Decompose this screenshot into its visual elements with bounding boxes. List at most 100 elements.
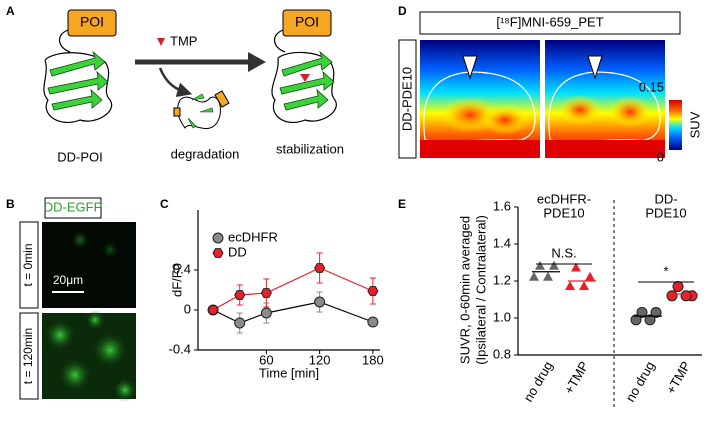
series-line xyxy=(212,267,374,311)
marker xyxy=(666,290,678,302)
marker xyxy=(672,281,684,293)
cell xyxy=(113,378,137,402)
x-tick-label: +TMP xyxy=(663,359,694,397)
legend-marker xyxy=(212,232,224,244)
marker xyxy=(565,281,575,291)
x-axis-label: Time [min] xyxy=(259,365,319,380)
colorbar-tick-label: 0.15 xyxy=(639,79,664,94)
marker xyxy=(650,306,662,318)
marker xyxy=(207,305,219,315)
pet-image-bottom xyxy=(420,140,540,158)
marker xyxy=(644,314,656,326)
fragment xyxy=(214,90,230,108)
y-axis-label: dF/F0 xyxy=(169,263,184,297)
marker xyxy=(367,286,379,296)
cell xyxy=(85,310,105,330)
beta-sheet xyxy=(279,50,335,111)
row-box xyxy=(19,312,39,400)
marker xyxy=(630,314,642,326)
y-tick-label: 0.8 xyxy=(493,346,511,361)
marker xyxy=(680,290,692,302)
title-box xyxy=(419,11,681,35)
x-tick-label: no drug xyxy=(623,359,658,405)
y-tick-label: 0.4 xyxy=(173,261,191,276)
hotspot xyxy=(608,96,652,128)
group-label: PDE10 xyxy=(645,205,686,220)
panel-label: C xyxy=(160,197,169,211)
legend-marker xyxy=(212,248,224,258)
fragments xyxy=(187,93,214,129)
panel-b: DD-EGFP t = 0min t = 120min 20μm xyxy=(19,197,137,402)
cell xyxy=(70,230,90,250)
marker xyxy=(314,263,326,273)
significance-label: * xyxy=(663,263,668,278)
row-box xyxy=(398,39,417,159)
marker xyxy=(571,262,581,272)
panel-d: [¹⁸F]MNI-659_PET DD-PDE10 SUV xyxy=(398,11,702,159)
significance-label: N.S. xyxy=(551,245,576,260)
x-tick-label: +TMP xyxy=(561,359,592,397)
y-tick-label: 1.4 xyxy=(493,235,511,250)
colorbar-label: SUV xyxy=(687,111,702,138)
axis xyxy=(197,210,380,351)
cell xyxy=(44,319,76,351)
x-tick-label: no drug xyxy=(521,359,556,405)
poi-box xyxy=(67,9,117,37)
group-label: DD- xyxy=(654,191,677,206)
cell xyxy=(58,358,92,392)
cell xyxy=(92,332,128,368)
poi-label: POI xyxy=(295,14,319,30)
group-label: PDE10 xyxy=(543,205,584,220)
y-tick-label: 1.6 xyxy=(493,198,511,213)
drug-label: TMP xyxy=(170,33,197,48)
legend-label: ecDHFR xyxy=(228,229,278,244)
middle-label: degradation xyxy=(171,146,240,161)
hotspot xyxy=(558,95,602,125)
poi-label: POI xyxy=(80,14,104,30)
marker xyxy=(549,260,559,270)
marker xyxy=(314,296,326,308)
marker xyxy=(234,290,246,300)
row-label: DD-PDE10 xyxy=(399,67,414,131)
tmp-icon xyxy=(157,38,165,46)
panel-label: A xyxy=(6,4,15,18)
y-tick-label: 1.2 xyxy=(493,272,511,287)
y-tick-label: -0.4 xyxy=(169,341,191,356)
marker xyxy=(234,317,246,329)
marker xyxy=(529,271,539,281)
panel-label: E xyxy=(398,197,406,211)
y-axis-label: (Ipsilateral / Contralateral) xyxy=(473,215,488,365)
marker xyxy=(535,260,545,270)
arrow-head xyxy=(248,52,266,72)
panel-b-title: DD-EGFP xyxy=(44,199,103,214)
fragments xyxy=(177,96,221,130)
x-tick-label: 60 xyxy=(259,352,273,367)
x-tick-label: 180 xyxy=(362,352,384,367)
panel-d-title: [¹⁸F]MNI-659_PET xyxy=(496,14,603,29)
scale-label: 20μm xyxy=(53,273,83,287)
arrowhead xyxy=(462,55,478,80)
panel-a: POI DD-POI TMP degradation POI stabiliza… xyxy=(43,9,344,164)
tmp-bound xyxy=(300,74,310,82)
hotspot xyxy=(480,105,530,135)
marker xyxy=(636,306,648,318)
marker xyxy=(260,288,272,298)
panel-label: B xyxy=(6,197,15,211)
x-tick-label: 120 xyxy=(309,352,331,367)
y-tick-label: 0 xyxy=(184,301,191,316)
axis xyxy=(517,207,702,356)
pet-image xyxy=(545,40,665,158)
colorbar xyxy=(669,100,682,150)
marker xyxy=(367,316,379,328)
beta-sheet xyxy=(47,50,109,111)
row-label: t = 120min xyxy=(21,328,35,384)
cell xyxy=(101,241,119,259)
marker xyxy=(585,271,595,281)
fragment xyxy=(173,107,181,117)
y-tick-label: 1.0 xyxy=(493,309,511,324)
arrow xyxy=(158,67,193,97)
legend-label: DD xyxy=(228,244,247,259)
micrograph xyxy=(42,222,136,308)
right-label: stabilization xyxy=(276,141,344,156)
